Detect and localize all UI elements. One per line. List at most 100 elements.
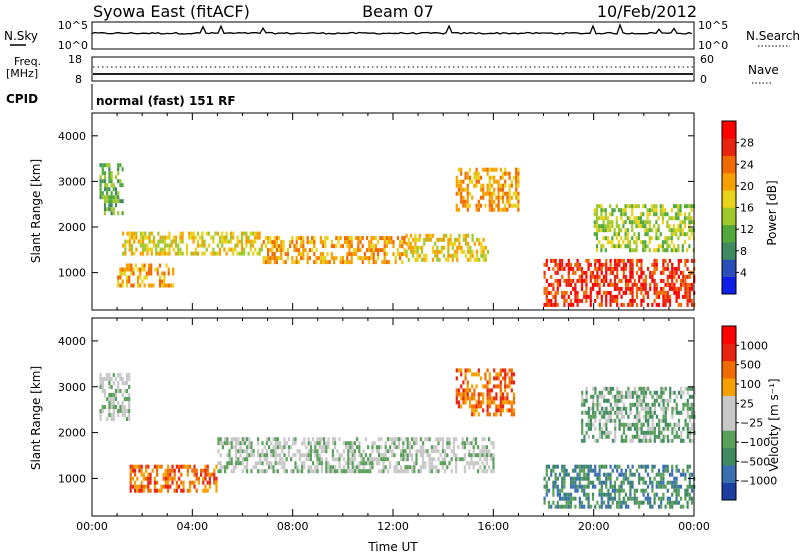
power-cell — [130, 267, 133, 272]
power-cell — [471, 253, 474, 258]
power-cell — [167, 283, 170, 288]
power-cell — [300, 256, 303, 261]
power-cell — [547, 266, 551, 271]
velocity-cell — [668, 496, 672, 501]
velocity-cell — [662, 472, 665, 477]
velocity-cell — [164, 480, 167, 485]
velocity-cell — [254, 465, 257, 470]
velocity-cell — [444, 457, 447, 462]
power-cell — [595, 208, 599, 213]
power-cell — [622, 224, 625, 229]
velocity-cell — [581, 410, 584, 415]
velocity-cell — [471, 372, 474, 377]
power-cell — [161, 247, 164, 252]
power-cell — [644, 220, 647, 225]
power-cell — [251, 243, 255, 248]
power-cell — [682, 270, 685, 275]
power-cell — [280, 256, 283, 261]
velocity-cell — [450, 457, 453, 462]
velocity-cell — [224, 469, 227, 474]
power-cell — [117, 279, 120, 284]
velocity-cell — [395, 465, 398, 470]
velocity-cell — [598, 402, 601, 407]
velocity-cell — [237, 457, 240, 462]
velocity-cell — [466, 461, 469, 466]
power-cell — [650, 204, 654, 209]
velocity-cell — [481, 461, 484, 466]
velocity-cell — [569, 492, 573, 497]
velocity-cell — [475, 372, 478, 377]
power-cell — [554, 258, 557, 263]
velocity-cell — [504, 396, 507, 401]
power-cell — [596, 266, 599, 271]
velocity-cell — [274, 441, 277, 446]
power-cell — [114, 199, 118, 204]
velocity-cell — [112, 373, 115, 377]
velocity-cell — [433, 449, 436, 454]
power-cell — [372, 260, 375, 265]
velocity-cell — [419, 453, 422, 458]
power-cell — [174, 235, 178, 240]
velocity-cell — [657, 496, 661, 501]
velocity-cell — [618, 496, 621, 501]
colorbar-tick-label: 16 — [740, 202, 754, 215]
velocity-cell — [547, 500, 551, 505]
power-cell — [668, 294, 672, 299]
velocity-cell — [580, 500, 584, 505]
velocity-cell — [138, 488, 141, 493]
velocity-cell — [688, 464, 691, 469]
power-cell — [383, 260, 386, 265]
velocity-cell — [208, 484, 211, 489]
velocity-cell — [585, 492, 588, 497]
velocity-cell — [128, 377, 131, 381]
velocity-cell — [318, 457, 321, 462]
velocity-cell — [684, 418, 687, 423]
colorbar-swatch — [722, 465, 736, 483]
velocity-cell — [460, 384, 463, 389]
power-cell — [574, 286, 577, 291]
velocity-cell — [320, 465, 323, 470]
velocity-cell — [677, 410, 681, 415]
velocity-cell — [167, 488, 170, 493]
power-cell — [681, 244, 684, 249]
power-cell — [644, 224, 647, 229]
power-cell — [482, 237, 485, 242]
velocity-cell — [640, 422, 643, 427]
power-cell — [449, 237, 452, 242]
power-data-layer — [99, 163, 696, 307]
power-cell — [108, 175, 111, 180]
velocity-cell — [261, 469, 264, 474]
power-cell — [158, 275, 162, 280]
velocity-cell — [349, 449, 352, 454]
power-cell — [587, 266, 590, 271]
power-cell — [631, 274, 634, 279]
power-cell — [192, 231, 195, 236]
power-cell — [572, 302, 575, 307]
velocity-cell — [622, 422, 626, 427]
power-cell — [479, 187, 483, 192]
velocity-cell — [688, 418, 692, 423]
power-cell — [254, 239, 257, 244]
power-cell — [291, 256, 294, 261]
power-cell — [158, 263, 162, 268]
colorbar-swatch — [722, 259, 736, 277]
power-cell — [688, 282, 691, 287]
power-cell — [664, 208, 667, 213]
power-cell — [653, 290, 656, 295]
power-cell — [661, 212, 665, 217]
velocity-cell — [631, 394, 634, 399]
velocity-cell — [468, 396, 472, 401]
velocity-cell — [501, 396, 505, 401]
velocity-cell — [235, 449, 238, 454]
velocity-cell — [547, 464, 551, 469]
velocity-cell — [415, 453, 418, 458]
velocity-cell — [499, 396, 502, 401]
power-cell — [611, 240, 614, 245]
velocity-cell — [362, 449, 365, 454]
power-cell — [686, 258, 689, 263]
power-cell — [510, 183, 513, 188]
power-cell — [642, 298, 645, 303]
velocity-cell — [117, 413, 120, 417]
power-cell — [600, 270, 603, 275]
velocity-cell — [483, 465, 486, 470]
